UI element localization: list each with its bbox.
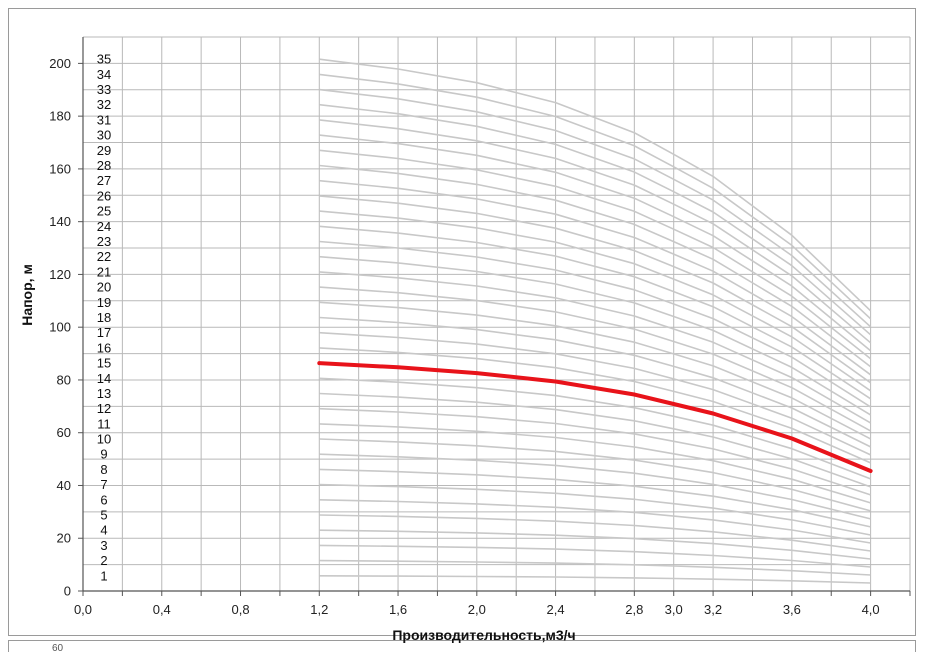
stage-label: 25: [97, 204, 111, 219]
stage-label: 13: [97, 386, 111, 401]
x-tick-label: 3,6: [783, 602, 801, 617]
x-tick-label: 0,4: [153, 602, 171, 617]
stage-label: 2: [100, 553, 107, 568]
y-axis-title: Напор, м: [19, 264, 35, 326]
stage-label: 14: [97, 371, 111, 386]
stage-label: 34: [97, 67, 111, 82]
y-tick-label: 100: [49, 320, 71, 335]
y-tick-label: 0: [64, 584, 71, 599]
stage-label: 18: [97, 310, 111, 325]
stage-label: 31: [97, 112, 111, 127]
stage-label: 35: [97, 52, 111, 67]
y-tick-label: 200: [49, 56, 71, 71]
x-tick-label: 0,8: [231, 602, 249, 617]
stage-label: 6: [100, 492, 107, 507]
x-tick-label: 1,2: [310, 602, 328, 617]
stage-labels: 1234567891011121314151617181920212223242…: [97, 52, 111, 584]
y-tick-label: 120: [49, 267, 71, 282]
stage-label: 15: [97, 356, 111, 371]
stage-label: 26: [97, 188, 111, 203]
stage-label: 9: [100, 447, 107, 462]
stage-label: 12: [97, 401, 111, 416]
x-tick-label: 1,6: [389, 602, 407, 617]
stage-label: 29: [97, 143, 111, 158]
stage-label: 8: [100, 462, 107, 477]
y-tick-label: 60: [57, 425, 71, 440]
stage-label: 21: [97, 264, 111, 279]
stage-label: 22: [97, 249, 111, 264]
stage-label: 10: [97, 432, 111, 447]
y-tick-label: 40: [57, 478, 71, 493]
stage-label: 30: [97, 128, 111, 143]
stage-label: 5: [100, 508, 107, 523]
stage-label: 16: [97, 340, 111, 355]
y-tick-label: 160: [49, 161, 71, 176]
stage-label: 32: [97, 97, 111, 112]
x-tick-label: 2,4: [547, 602, 565, 617]
x-tick-label: 3,2: [704, 602, 722, 617]
stage-label: 17: [97, 325, 111, 340]
stage-label: 1: [100, 568, 107, 583]
stage-label: 27: [97, 173, 111, 188]
y-tick-label: 20: [57, 531, 71, 546]
x-tick-labels: 0,0 0,4 0,8 1,2 1,6 2,0 2,4 2,8 3,0 3,2 3,6 4,0: [74, 591, 910, 617]
x-tick-label: 2,0: [468, 602, 486, 617]
x-tick-label: 2,8: [625, 602, 643, 617]
stage-label: 28: [97, 158, 111, 173]
y-tick-label: 140: [49, 214, 71, 229]
stage-label: 24: [97, 219, 111, 234]
stage-label: 33: [97, 82, 111, 97]
x-tick-label: 4,0: [862, 602, 880, 617]
x-axis-title: Производительность,м3/ч: [392, 627, 575, 643]
stage-label: 7: [100, 477, 107, 492]
stage-label: 11: [97, 416, 111, 431]
stage-label: 23: [97, 234, 111, 249]
stage-label: 4: [100, 523, 107, 538]
stage-label: 3: [100, 538, 107, 553]
stage-label: 19: [97, 295, 111, 310]
stage-label: 20: [97, 280, 111, 295]
x-tick-label: 3,0: [665, 602, 683, 617]
y-tick-labels: 0 20 40 60 80 100 120 140 160 180 200: [49, 56, 83, 599]
y-tick-label: 80: [57, 372, 71, 387]
x-tick-label: 0,0: [74, 602, 92, 617]
y-tick-label: 180: [49, 109, 71, 124]
